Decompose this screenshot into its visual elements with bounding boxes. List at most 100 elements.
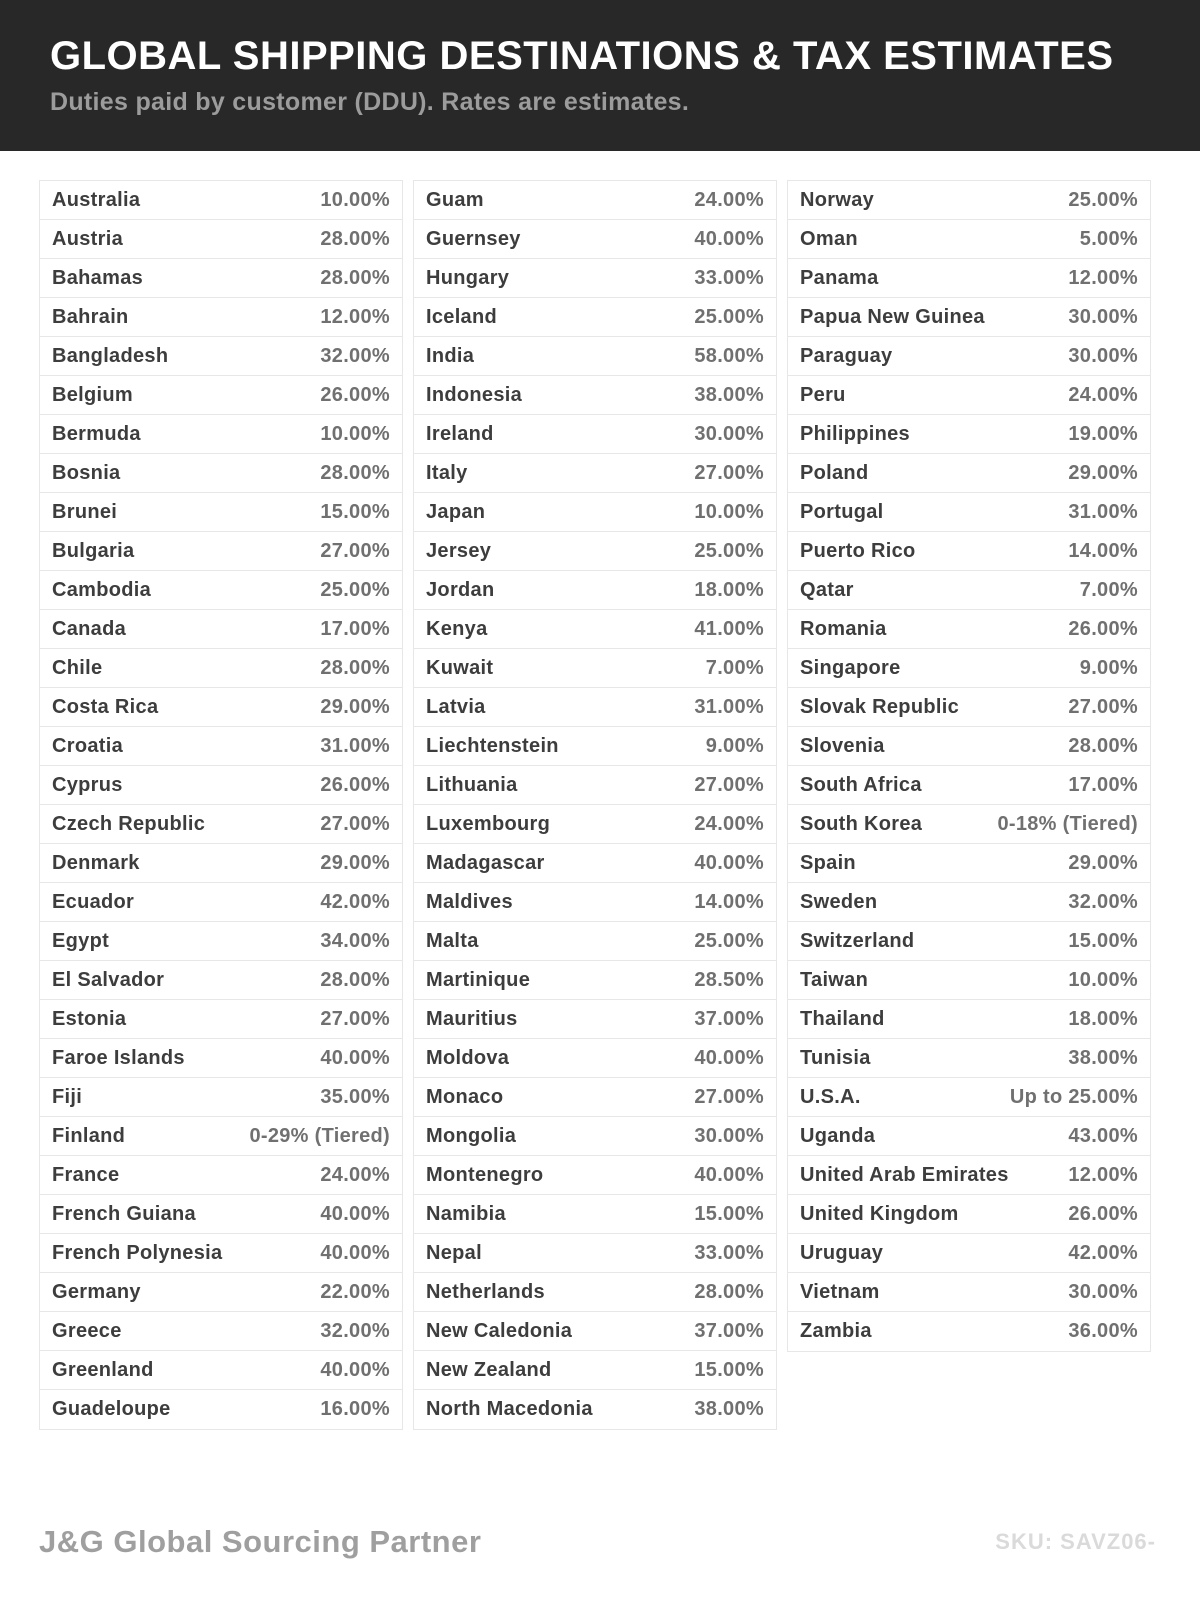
tax-rate: 33.00%: [694, 266, 764, 289]
tax-rate: 5.00%: [1079, 227, 1138, 250]
tax-rate: 28.00%: [320, 266, 390, 289]
country-name: Malta: [426, 929, 479, 952]
table-row: Vietnam 30.00%: [788, 1273, 1150, 1312]
tax-rate: 40.00%: [320, 1046, 390, 1069]
tax-rate: 29.00%: [320, 851, 390, 874]
table-row: Singapore 9.00%: [788, 649, 1150, 688]
country-name: Peru: [800, 383, 846, 406]
tax-rate: 25.00%: [694, 929, 764, 952]
tax-rate: 31.00%: [320, 734, 390, 757]
tax-rate: 27.00%: [320, 1007, 390, 1030]
country-name: United Arab Emirates: [800, 1163, 1009, 1186]
tax-rate: 25.00%: [694, 305, 764, 328]
table-row: Kuwait 7.00%: [414, 649, 776, 688]
tax-rate: 16.00%: [320, 1398, 390, 1420]
country-name: Kuwait: [426, 656, 494, 679]
tax-rate: 10.00%: [1068, 968, 1138, 991]
table-row: Lithuania 27.00%: [414, 766, 776, 805]
table-row: Fiji 35.00%: [40, 1078, 402, 1117]
country-name: Kenya: [426, 617, 488, 640]
country-name: Cyprus: [52, 773, 123, 796]
tax-rate: 28.00%: [320, 461, 390, 484]
country-name: Uruguay: [800, 1241, 884, 1264]
tax-rate: 27.00%: [1068, 695, 1138, 718]
country-name: Philippines: [800, 422, 910, 445]
country-name: Estonia: [52, 1007, 127, 1030]
country-name: France: [52, 1163, 120, 1186]
tax-rate: 10.00%: [694, 500, 764, 523]
table-row: Australia 10.00%: [40, 181, 402, 220]
country-name: Faroe Islands: [52, 1046, 185, 1069]
table-row: Indonesia 38.00%: [414, 376, 776, 415]
table-row: Belgium 26.00%: [40, 376, 402, 415]
tax-rate: 32.00%: [320, 344, 390, 367]
table-row: Bermuda 10.00%: [40, 415, 402, 454]
table-row: India 58.00%: [414, 337, 776, 376]
tax-rate: 0-18% (Tiered): [997, 812, 1138, 835]
tax-rate: 38.00%: [694, 383, 764, 406]
table-row: Switzerland 15.00%: [788, 922, 1150, 961]
tax-rate: 30.00%: [1068, 305, 1138, 328]
tax-rate: 31.00%: [1068, 500, 1138, 523]
country-name: North Macedonia: [426, 1398, 593, 1420]
country-name: Egypt: [52, 929, 110, 952]
tax-rate: Up to 25.00%: [1009, 1085, 1138, 1108]
table-row: United Arab Emirates 12.00%: [788, 1156, 1150, 1195]
country-name: Puerto Rico: [800, 539, 916, 562]
tax-rate: 32.00%: [1068, 890, 1138, 913]
table-row: Slovak Republic 27.00%: [788, 688, 1150, 727]
tax-rate: 42.00%: [320, 890, 390, 913]
tax-rate: 18.00%: [694, 578, 764, 601]
tax-rate: 27.00%: [320, 812, 390, 835]
tax-rate: 36.00%: [1068, 1320, 1138, 1342]
tax-rate: 41.00%: [694, 617, 764, 640]
tax-rate: 18.00%: [1068, 1007, 1138, 1030]
tax-rate: 15.00%: [320, 500, 390, 523]
tax-rate: 27.00%: [694, 773, 764, 796]
country-name: Australia: [52, 188, 141, 211]
tax-rate: 26.00%: [1068, 617, 1138, 640]
table-row: Chile 28.00%: [40, 649, 402, 688]
tax-rate: 43.00%: [1068, 1124, 1138, 1147]
tax-rate: 28.50%: [694, 968, 764, 991]
country-name: Bosnia: [52, 461, 121, 484]
country-name: French Guiana: [52, 1202, 196, 1225]
tax-rate: 40.00%: [694, 1163, 764, 1186]
tax-rate: 24.00%: [1068, 383, 1138, 406]
tax-rate: 27.00%: [694, 461, 764, 484]
country-name: Latvia: [426, 695, 486, 718]
country-name: Austria: [52, 227, 124, 250]
country-name: Papua New Guinea: [800, 305, 985, 328]
table-row: France 24.00%: [40, 1156, 402, 1195]
table-row: Spain 29.00%: [788, 844, 1150, 883]
country-name: Finland: [52, 1124, 126, 1147]
table-row: Tunisia 38.00%: [788, 1039, 1150, 1078]
table-row: Uruguay 42.00%: [788, 1234, 1150, 1273]
country-name: Lithuania: [426, 773, 518, 796]
country-name: Spain: [800, 851, 856, 874]
table-row: Bangladesh 32.00%: [40, 337, 402, 376]
country-name: Guam: [426, 188, 484, 211]
table-row: Sweden 32.00%: [788, 883, 1150, 922]
country-name: Greece: [52, 1319, 122, 1342]
country-name: Japan: [426, 500, 486, 523]
tax-rate: 28.00%: [320, 968, 390, 991]
table-row: Oman 5.00%: [788, 220, 1150, 259]
tax-rate: 12.00%: [1068, 266, 1138, 289]
tax-rate: 7.00%: [705, 656, 764, 679]
country-name: Qatar: [800, 578, 854, 601]
country-name: Bermuda: [52, 422, 141, 445]
country-name: Romania: [800, 617, 887, 640]
tax-rate: 27.00%: [320, 539, 390, 562]
table-row: Slovenia 28.00%: [788, 727, 1150, 766]
table-row: Mauritius 37.00%: [414, 1000, 776, 1039]
table-row: El Salvador 28.00%: [40, 961, 402, 1000]
country-name: Mongolia: [426, 1124, 517, 1147]
tax-rate: 17.00%: [320, 617, 390, 640]
country-name: Taiwan: [800, 968, 869, 991]
tax-rate: 22.00%: [320, 1280, 390, 1303]
tax-table: Australia 10.00% Austria 28.00% Bahamas 28.00…: [39, 180, 1151, 1430]
table-row: Estonia 27.00%: [40, 1000, 402, 1039]
table-row: Papua New Guinea 30.00%: [788, 298, 1150, 337]
